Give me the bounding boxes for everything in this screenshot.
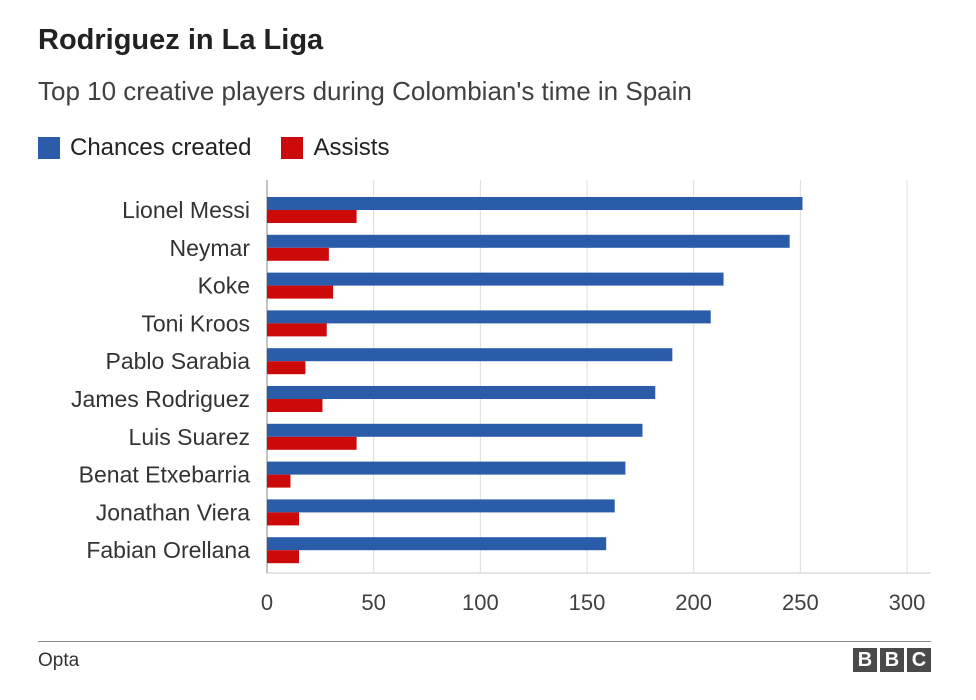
- legend-swatch-assists: [281, 137, 304, 159]
- bar-assists: [267, 361, 306, 375]
- x-tick-label: 50: [361, 590, 385, 615]
- x-tick-label: 100: [462, 590, 499, 615]
- bar-assists: [267, 399, 323, 412]
- category-label: Pablo Sarabia: [106, 348, 251, 374]
- bar-chances-created: [267, 272, 724, 286]
- bbc-logo-c: C: [907, 648, 931, 672]
- x-tick-label: 250: [782, 590, 819, 615]
- source-label: Opta: [38, 650, 80, 671]
- legend-item-chances: Chances created: [38, 134, 251, 162]
- category-labels: Lionel Messi Neymar Koke Toni Kroos Pablo Sa…: [71, 197, 250, 563]
- bbc-logo-b1: B: [853, 648, 877, 672]
- legend-label-assists: Assists: [313, 134, 390, 161]
- bar-chances-created: [267, 461, 626, 475]
- category-label: Neymar: [169, 235, 250, 261]
- category-label: Lionel Messi: [122, 197, 250, 223]
- bar-chances-created: [267, 537, 607, 551]
- bars: [267, 197, 803, 564]
- bar-chances-created: [267, 310, 711, 324]
- x-tick-labels: 0 50 100 150 200 250 300: [261, 590, 925, 615]
- bar-chances-created: [267, 197, 803, 210]
- x-tick-label: 150: [569, 590, 606, 615]
- chart-subtitle: Top 10 creative players during Colombian…: [38, 76, 692, 106]
- bar-assists: [267, 210, 357, 223]
- category-label: Koke: [198, 273, 250, 299]
- bar-assists: [267, 550, 299, 564]
- bar-assists: [267, 285, 334, 299]
- x-tick-label: 0: [261, 590, 273, 615]
- category-label: Luis Suarez: [129, 424, 250, 450]
- bar-chances-created: [267, 499, 615, 513]
- bar-assists: [267, 247, 329, 261]
- category-label: Benat Etxebarria: [79, 462, 251, 488]
- bar-chart: Lionel Messi Neymar Koke Toni Kroos Pablo Sa…: [71, 180, 931, 615]
- bar-assists: [267, 512, 299, 526]
- bar-chances-created: [267, 386, 656, 399]
- category-label: Jonathan Viera: [96, 499, 251, 525]
- legend: Chances created Assists: [38, 134, 419, 162]
- legend-item-assists: Assists: [281, 134, 389, 162]
- legend-swatch-chances: [38, 137, 60, 159]
- bbc-logo: B B C: [850, 648, 931, 672]
- bar-chances-created: [267, 423, 643, 437]
- category-label: James Rodriguez: [71, 386, 250, 412]
- bar-assists: [267, 323, 327, 337]
- chart-title: Rodriguez in La Liga: [38, 24, 324, 56]
- x-tick-label: 300: [889, 590, 926, 615]
- footer-divider: [38, 641, 931, 642]
- x-tick-label: 200: [675, 590, 712, 615]
- category-label: Fabian Orellana: [86, 537, 250, 563]
- legend-label-chances: Chances created: [70, 134, 252, 161]
- bar-chances-created: [267, 234, 790, 248]
- bar-chances-created: [267, 348, 673, 362]
- bar-assists: [267, 436, 357, 450]
- bar-assists: [267, 474, 291, 488]
- bbc-logo-b2: B: [880, 648, 904, 672]
- category-label: Toni Kroos: [141, 310, 250, 336]
